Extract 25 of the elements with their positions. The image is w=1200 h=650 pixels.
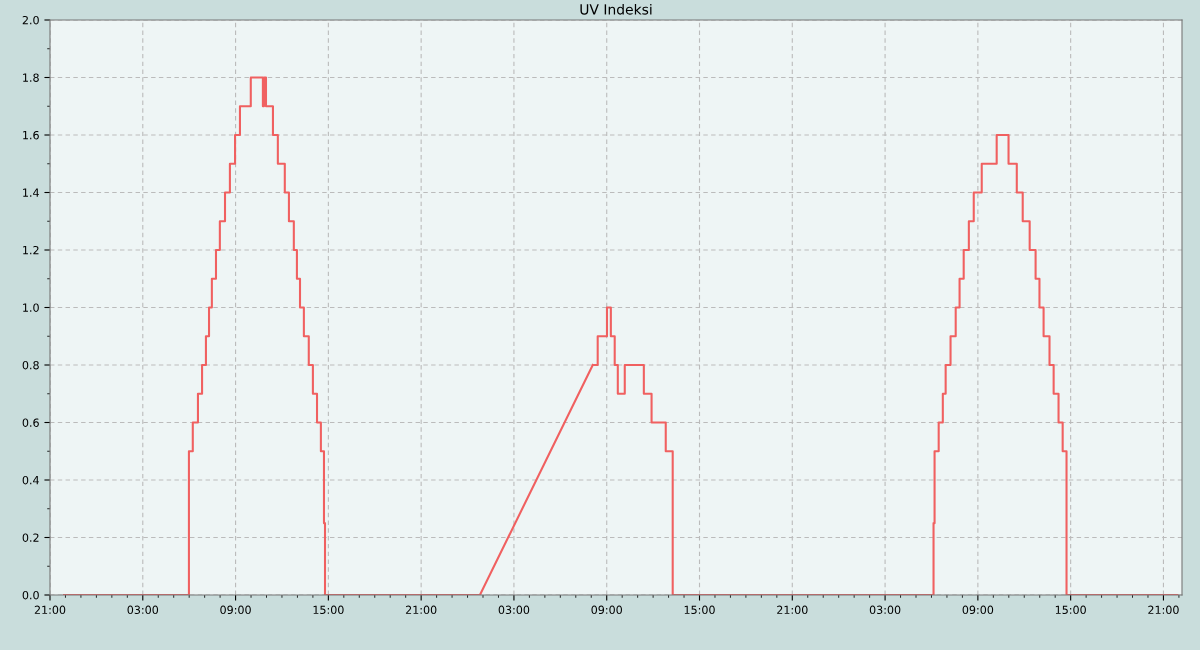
y-tick-label: 0.2 [22, 533, 39, 542]
x-tick-label: 09:00 [962, 605, 994, 615]
y-tick-label: 1.4 [23, 188, 39, 197]
x-tick-label: 03:00 [498, 605, 530, 615]
x-tick-label: 15:00 [684, 605, 715, 615]
x-tick-label: 09:00 [591, 605, 622, 615]
y-tick-label: 1.6 [23, 130, 39, 140]
y-tick-label: 0.8 [22, 360, 39, 370]
y-tick-label: 0.4 [22, 475, 39, 485]
x-tick-label: 21:00 [405, 605, 437, 615]
y-tick-label: 2.0 [22, 15, 39, 25]
y-tick-label: 0.0 [22, 590, 39, 600]
x-tick-label: 15:00 [1055, 605, 1086, 615]
x-tick-label: 21:00 [777, 605, 808, 615]
x-tick-label: 21:00 [34, 605, 66, 615]
chart-title: UV Indeksi [580, 3, 652, 15]
x-tick-label: 03:00 [127, 605, 159, 615]
y-tick-label: 1.0 [23, 303, 39, 312]
x-tick-label: 03:00 [869, 605, 901, 615]
y-tick-label: 1.2 [23, 245, 39, 255]
x-tick-label: 09:00 [220, 605, 251, 615]
y-tick-label: 1.8 [23, 73, 39, 82]
x-tick-label: 15:00 [313, 605, 344, 615]
y-tick-label: 0.6 [22, 418, 39, 427]
x-tick-label: 21:00 [1148, 605, 1179, 615]
